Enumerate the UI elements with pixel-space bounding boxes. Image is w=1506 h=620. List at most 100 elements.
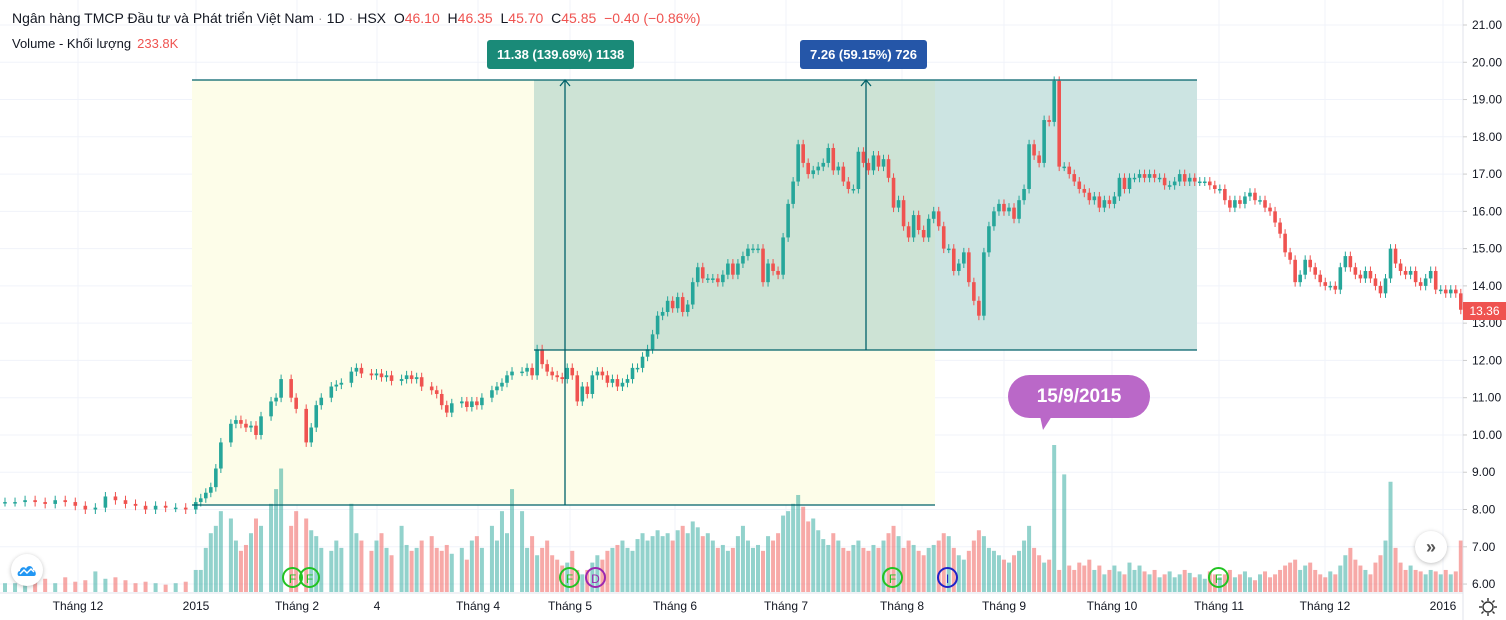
candle-body — [535, 349, 539, 376]
candle-body — [1338, 267, 1343, 290]
candle-body — [93, 507, 98, 510]
volume-bar — [1142, 571, 1147, 592]
volume-bar — [625, 547, 630, 592]
volume-bar — [1197, 574, 1202, 592]
candle-body — [1162, 177, 1167, 186]
x-tick-label: Tháng 4 — [456, 599, 500, 613]
candle-body — [946, 248, 951, 251]
volume-bar — [1263, 571, 1268, 592]
range-box-teal[interactable] — [935, 80, 1197, 350]
candle-body — [992, 211, 996, 227]
volume-bar — [941, 533, 946, 592]
volume-bar — [173, 583, 178, 592]
candle-body — [520, 371, 524, 374]
volume-bar — [1137, 565, 1142, 592]
event-marker-f[interactable]: F — [299, 567, 320, 588]
x-tick-label: Tháng 6 — [653, 599, 697, 613]
volume-bar — [474, 536, 479, 592]
candle-body — [876, 155, 881, 167]
candle-body — [982, 252, 986, 316]
y-tick-label: 19.00 — [1472, 93, 1502, 107]
candle-body — [354, 367, 359, 372]
volume-bar — [238, 550, 243, 592]
candle-body — [545, 364, 549, 372]
event-marker-f[interactable]: F — [1208, 567, 1229, 588]
volume-bar — [1318, 574, 1323, 592]
candle-body — [13, 502, 17, 504]
candle-body — [419, 377, 424, 387]
volume-bar — [901, 547, 906, 592]
candle-body — [731, 263, 735, 275]
candle-body — [1448, 289, 1453, 294]
volume-bar — [304, 518, 309, 592]
volume-bar — [605, 550, 610, 592]
candle-body — [741, 256, 745, 264]
x-tick-label: Tháng 8 — [880, 599, 924, 613]
x-tick-label: Tháng 12 — [1300, 599, 1351, 613]
volume-bar — [1448, 574, 1453, 592]
x-tick-label: Tháng 12 — [53, 599, 104, 613]
candle-body — [916, 215, 921, 230]
volume-bar — [193, 569, 198, 592]
event-marker-f[interactable]: F — [559, 567, 580, 588]
event-marker-f[interactable]: F — [882, 567, 903, 588]
volume-bar — [133, 583, 138, 592]
settings-gear-icon[interactable] — [1478, 597, 1498, 617]
candle-body — [500, 382, 504, 387]
volume-bar — [339, 547, 344, 592]
volume-bar — [1433, 571, 1438, 592]
x-tick-label: Tháng 10 — [1087, 599, 1138, 613]
volume-bar — [640, 533, 645, 592]
candle-body — [610, 379, 615, 383]
candle-body — [1388, 248, 1393, 279]
volume-bar — [1022, 540, 1027, 592]
volume-bar — [831, 533, 836, 592]
volume-bar — [13, 583, 18, 592]
price-axis[interactable]: 21.00 20.00 19.00 18.00 17.00 16.00 15.00 14.00… — [1463, 18, 1502, 591]
volume-bar — [1408, 565, 1413, 592]
volume-bar — [1007, 562, 1011, 592]
volume-bar — [505, 533, 509, 592]
scroll-to-realtime-button[interactable]: » — [1415, 531, 1447, 563]
candle-body — [695, 267, 700, 283]
date-callout[interactable]: 15/9/2015 — [1008, 375, 1150, 418]
candle-body — [1248, 192, 1252, 197]
candle-body — [560, 377, 565, 380]
volume-bar — [1368, 574, 1373, 592]
y-tick-label: 16.00 — [1472, 204, 1502, 218]
volume-label: Volume - Khối lượng — [12, 36, 132, 51]
candle-body — [1413, 270, 1418, 283]
candle-body — [123, 500, 128, 504]
volume-bar — [740, 525, 745, 592]
candle-body — [133, 503, 138, 506]
candle-body — [404, 375, 409, 380]
candle-body — [1037, 155, 1041, 163]
volume-bar — [294, 511, 299, 592]
volume-bar — [655, 530, 660, 592]
volume-bar — [314, 536, 319, 592]
candle-body — [756, 248, 760, 251]
event-marker-i[interactable]: I — [937, 567, 958, 588]
volume-bar — [419, 540, 424, 592]
candle-body — [1433, 270, 1438, 290]
range-box-green[interactable] — [534, 80, 935, 350]
volume-bar — [489, 525, 494, 592]
interval[interactable]: 1D — [326, 10, 345, 26]
candle-body — [1428, 270, 1433, 279]
volume-bar — [725, 550, 730, 592]
candle-body — [625, 379, 630, 383]
candle-body — [409, 375, 414, 380]
measure-label-2[interactable]: 7.26 (59.15%) 726 — [800, 40, 927, 69]
event-marker-d[interactable]: D — [585, 567, 606, 588]
volume-bar — [319, 547, 324, 592]
candle-body — [660, 311, 665, 316]
volume-bar — [615, 544, 620, 592]
time-axis[interactable]: Tháng 12 2015 Tháng 2 4 Tháng 4 Tháng 5 Tháng … — [53, 599, 1457, 613]
tradingview-logo-button[interactable] — [11, 554, 43, 586]
volume-bar — [379, 533, 384, 592]
volume-bar — [464, 559, 469, 592]
candle-body — [736, 263, 740, 275]
measure-label-1[interactable]: 11.38 (139.69%) 1138 — [487, 40, 635, 69]
candle-body — [575, 375, 580, 402]
